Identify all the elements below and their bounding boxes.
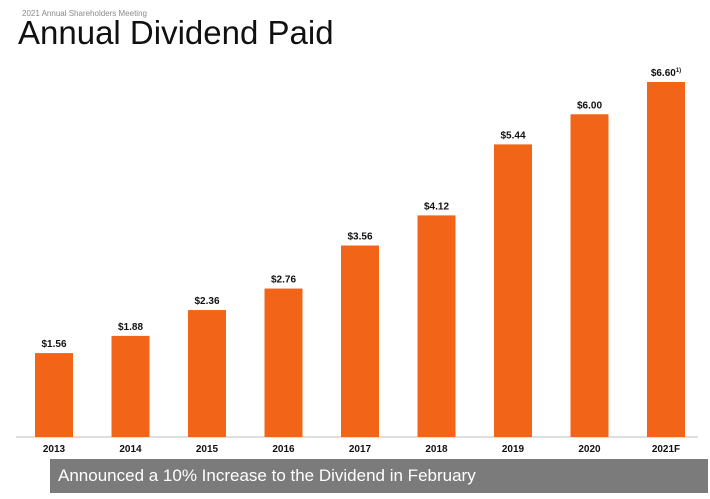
page-title: Annual Dividend Paid	[18, 14, 334, 51]
bar-2017	[341, 245, 379, 437]
x-tick-2020: 2020	[578, 444, 601, 455]
x-tick-2014: 2014	[119, 444, 142, 455]
x-tick-2017: 2017	[349, 444, 372, 455]
data-label-2020: $6.00	[577, 100, 602, 111]
data-label-2017: $3.56	[347, 232, 372, 243]
data-label-2019: $5.44	[500, 130, 525, 141]
footnote-mark: 1)	[676, 68, 681, 74]
bar-2021f	[647, 82, 685, 437]
announcement-banner: Announced a 10% Increase to the Dividend…	[50, 459, 708, 493]
x-tick-2016: 2016	[272, 444, 295, 455]
data-label-2015: $2.36	[194, 296, 219, 307]
bar-2013	[35, 353, 73, 437]
x-tick-2019: 2019	[502, 444, 525, 455]
bar-2016	[264, 288, 303, 437]
announcement-text: Announced a 10% Increase to the Dividend…	[58, 466, 476, 485]
bar-2018	[417, 215, 456, 437]
data-label-2021f: $6.601)	[651, 68, 681, 79]
dividend-bar-chart: $1.56 $1.88 $2.36 $2.76 $3.56 $4.12 $5.44 $6.00…	[16, 68, 698, 455]
x-tick-2018: 2018	[425, 444, 448, 455]
data-label-2013: $1.56	[41, 339, 66, 350]
bar-2015	[188, 310, 226, 437]
data-label-2016: $2.76	[271, 275, 296, 286]
x-tick-2013: 2013	[43, 444, 66, 455]
meeting-caption: 2021 Annual Shareholders Meeting	[22, 9, 147, 18]
data-label-2014: $1.88	[118, 322, 143, 333]
bar-2019	[494, 144, 532, 438]
bar-2020	[570, 114, 609, 437]
bar-2014	[111, 335, 150, 437]
x-tick-2015: 2015	[196, 444, 219, 455]
x-tick-2021f: 2021F	[652, 444, 680, 455]
data-label-2018: $4.12	[424, 201, 449, 212]
